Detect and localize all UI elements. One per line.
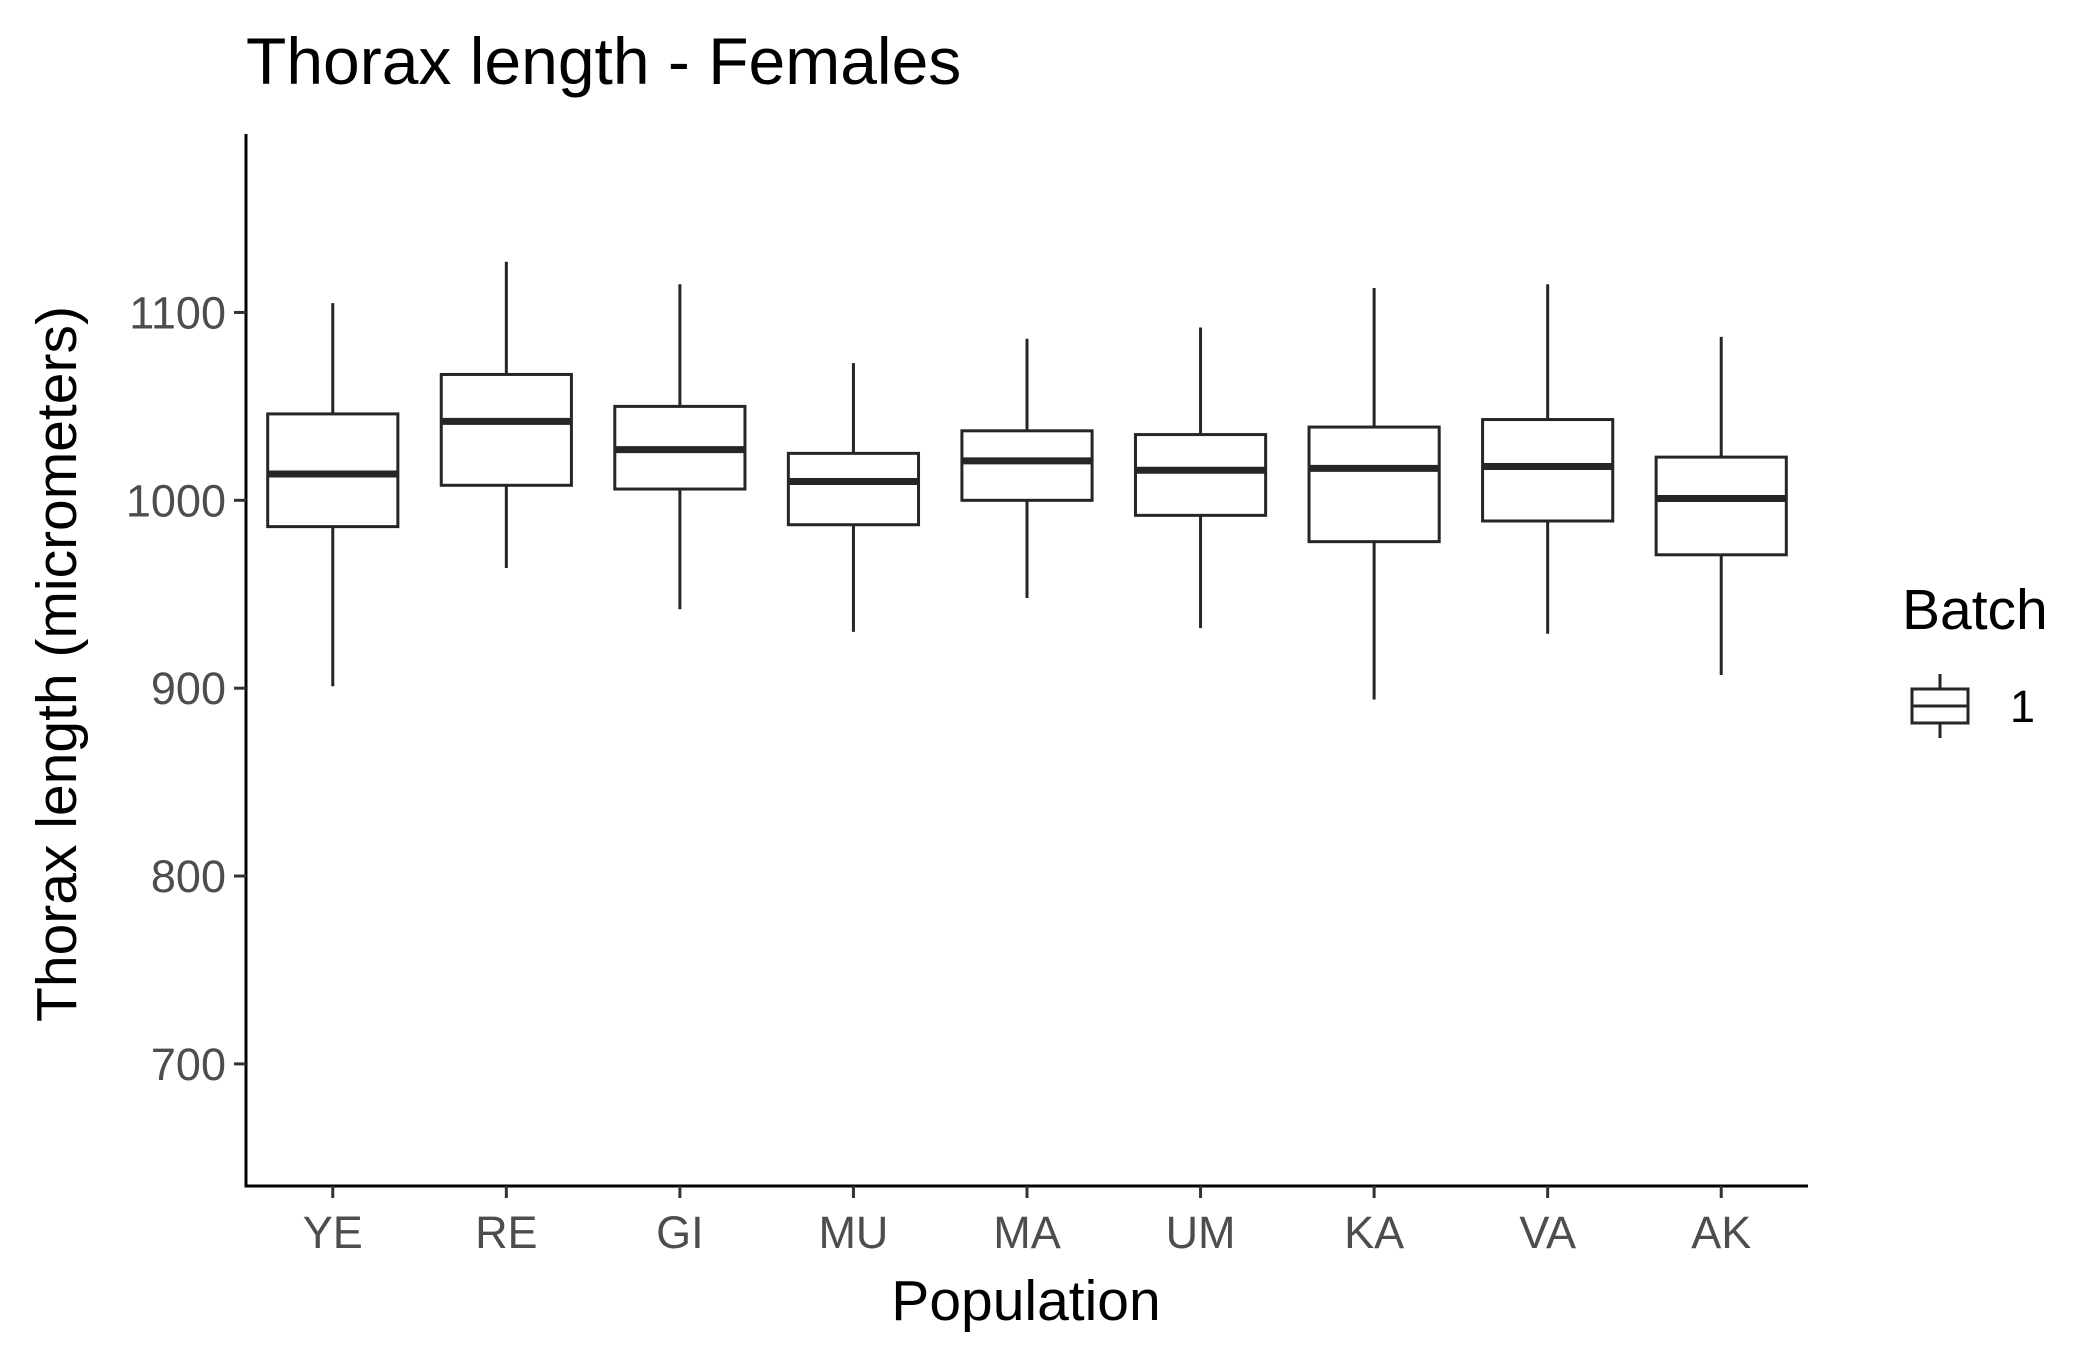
x-tick-label: AK xyxy=(1691,1207,1751,1258)
x-tick-label: YE xyxy=(303,1207,363,1258)
x-axis-title: Population xyxy=(891,1269,1160,1333)
x-tick-label: MU xyxy=(818,1207,888,1258)
box-iqr xyxy=(1133,433,1268,517)
box-gi xyxy=(613,284,747,610)
box-iqr xyxy=(1654,455,1788,557)
y-axis-title: Thorax length (micrometers) xyxy=(25,306,89,1022)
legend-entry-label: 1 xyxy=(2010,681,2035,732)
box-iqr xyxy=(439,372,573,487)
x-tick-label: RE xyxy=(475,1207,538,1258)
box-iqr xyxy=(1481,418,1615,523)
box-iqr xyxy=(786,451,921,527)
x-tick-label: UM xyxy=(1166,1207,1236,1258)
box-um xyxy=(1133,327,1268,629)
box-iqr xyxy=(1307,425,1441,544)
y-tick-label: 900 xyxy=(151,663,226,714)
y-tick-label: 800 xyxy=(151,851,226,902)
legend-title: Batch xyxy=(1902,578,2048,642)
chart-title: Thorax length - Females xyxy=(246,24,961,98)
x-tick-label: GI xyxy=(656,1207,704,1258)
box-ak xyxy=(1654,336,1788,676)
legend-key-box xyxy=(1910,674,1970,738)
x-axis: YE RE GI MU MA UM KA VA AK xyxy=(244,1184,1808,1258)
x-tick-label: VA xyxy=(1519,1207,1576,1258)
y-tick-label: 1100 xyxy=(129,287,226,338)
box-va xyxy=(1481,284,1615,634)
box-ka xyxy=(1307,288,1441,700)
box-ye xyxy=(266,303,400,687)
box-ma xyxy=(960,338,1094,599)
box-re xyxy=(439,261,573,568)
legend: Batch 1 xyxy=(1902,578,2048,738)
box-iqr xyxy=(960,429,1094,502)
y-tick-label: 1000 xyxy=(126,475,226,526)
box-series xyxy=(266,261,1788,700)
box-iqr xyxy=(266,412,400,529)
box-mu xyxy=(786,363,921,632)
y-tick-label: 700 xyxy=(151,1039,226,1090)
y-axis: 700 800 900 1000 1100 xyxy=(126,134,248,1188)
x-tick-label: MA xyxy=(993,1207,1061,1258)
x-tick-label: KA xyxy=(1344,1207,1404,1258)
